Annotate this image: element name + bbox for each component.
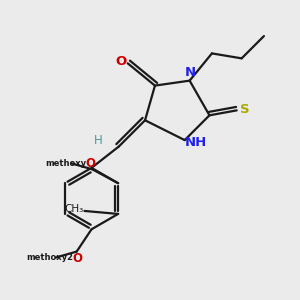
Text: O: O — [85, 157, 95, 170]
Text: NH: NH — [184, 136, 207, 148]
Text: N: N — [185, 66, 196, 79]
Text: S: S — [240, 103, 250, 116]
Text: H: H — [94, 134, 102, 147]
Text: CH₃: CH₃ — [64, 204, 83, 214]
Text: methoxy: methoxy — [45, 159, 86, 168]
Text: O: O — [116, 55, 127, 68]
Text: O: O — [73, 253, 83, 266]
Text: methoxy2: methoxy2 — [26, 253, 74, 262]
